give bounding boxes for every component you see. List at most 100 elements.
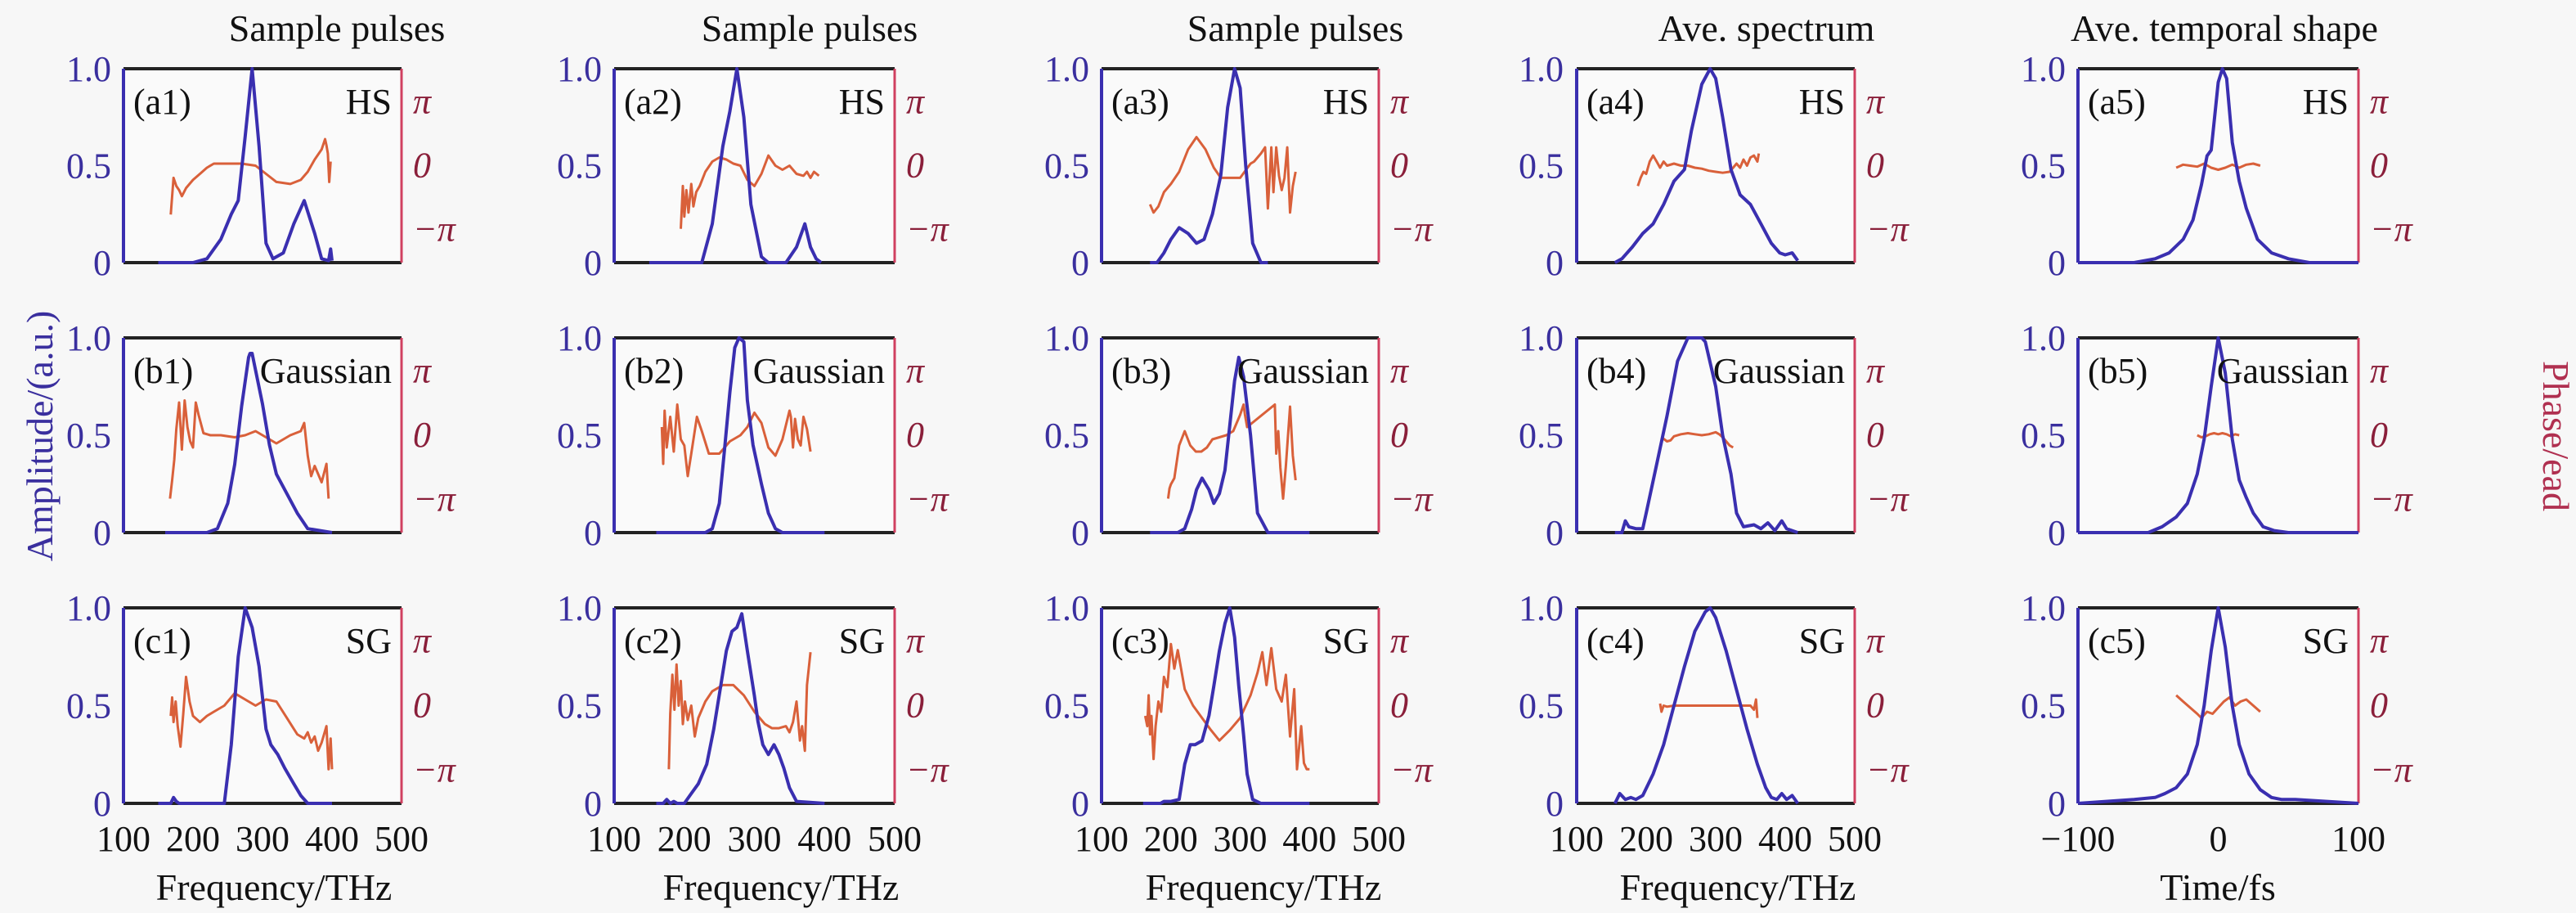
panel-label: (a1) xyxy=(133,82,191,122)
x-axis-label: Frequency/THz xyxy=(1620,866,1856,908)
amplitude-tick-label: 0 xyxy=(584,243,602,283)
amplitude-tick-label: 0 xyxy=(1546,784,1564,824)
x-tick-label: 100 xyxy=(2331,819,2385,859)
phase-tick-label: π xyxy=(906,350,926,390)
x-tick-label: 500 xyxy=(1828,819,1882,859)
phase-line xyxy=(1143,642,1310,771)
amplitude-tick-label: 0 xyxy=(2048,243,2066,283)
panel-a4: 0 0.5 1.0 −π 0 π (a4) HS xyxy=(1519,49,1910,283)
panel-c3: 0 0.5 1.0 −π 0 π (c3) SG xyxy=(1044,588,1434,824)
phase-tick-label: −π xyxy=(1390,209,1434,250)
phase-line xyxy=(168,399,330,499)
amplitude-line xyxy=(1614,336,1798,534)
panel-label: (b1) xyxy=(133,351,193,391)
column-title: Sample pulses xyxy=(702,7,918,49)
phase-line xyxy=(1166,403,1297,500)
y-axis-label-amplitude: Amplitude/(a.u.) xyxy=(19,311,61,562)
x-tick-label: 0 xyxy=(2210,819,2228,859)
phase-tick-label: π xyxy=(906,621,926,661)
phase-tick-label: −π xyxy=(1866,209,1910,250)
x-tick-label: 200 xyxy=(1144,819,1198,859)
amplitude-tick-label: 0.5 xyxy=(557,416,602,456)
phase-line xyxy=(1658,698,1759,718)
amplitude-line xyxy=(165,352,333,534)
phase-tick-label: 0 xyxy=(413,415,431,455)
plot-area xyxy=(614,338,895,533)
amplitude-tick-label: 0.5 xyxy=(66,416,111,456)
phase-tick-label: −π xyxy=(1390,479,1434,519)
phase-tick-label: 0 xyxy=(2370,415,2388,455)
amplitude-tick-label: 0.5 xyxy=(1519,416,1564,456)
x-tick-label: 300 xyxy=(728,819,782,859)
pulse-type-label: Gaussian xyxy=(260,351,392,391)
amplitude-tick-label: 1.0 xyxy=(1519,588,1564,628)
phase-line xyxy=(2175,694,2261,720)
column-title: Ave. temporal shape xyxy=(2071,7,2378,49)
panel-a5: 0 0.5 1.0 −π 0 π (a5) HS xyxy=(2021,49,2414,283)
phase-tick-label: π xyxy=(1390,350,1410,390)
x-tick-label: 400 xyxy=(1282,819,1336,859)
panel-label: (b5) xyxy=(2088,351,2147,391)
phase-tick-label: 0 xyxy=(1390,415,1408,455)
amplitude-tick-label: 1.0 xyxy=(1044,49,1089,89)
x-tick-label: 300 xyxy=(1214,819,1268,859)
phase-tick-label: π xyxy=(1390,621,1410,661)
amplitude-line xyxy=(1613,606,1799,805)
phase-tick-label: 0 xyxy=(1390,686,1408,726)
amplitude-tick-label: 0.5 xyxy=(557,686,602,726)
panel-b4: 0 0.5 1.0 −π 0 π (b4) Gaussian xyxy=(1519,318,1910,553)
phase-tick-label: −π xyxy=(2370,749,2414,789)
x-tick-label: 400 xyxy=(1758,819,1812,859)
amplitude-tick-label: 0.5 xyxy=(2021,686,2066,726)
panel-c5: 0 0.5 1.0 −π 0 π (c5) SG xyxy=(2021,588,2414,824)
phase-tick-label: π xyxy=(2370,350,2390,390)
phase-tick-label: −π xyxy=(2370,479,2414,519)
amplitude-tick-label: 0 xyxy=(1546,513,1564,553)
panel-label: (a5) xyxy=(2088,82,2146,122)
panel-a2: 0 0.5 1.0 −π 0 π (a2) HS xyxy=(557,49,950,283)
amplitude-tick-label: 0 xyxy=(584,784,602,824)
amplitude-line xyxy=(2078,336,2358,534)
x-tick-label: 100 xyxy=(587,819,641,859)
x-tick-label: 100 xyxy=(1550,819,1604,859)
amplitude-tick-label: 0 xyxy=(1071,243,1089,283)
x-tick-label: 300 xyxy=(1689,819,1743,859)
amplitude-tick-label: 0 xyxy=(2048,784,2066,824)
amplitude-tick-label: 1.0 xyxy=(1044,318,1089,358)
panel-label: (b2) xyxy=(624,351,684,391)
amplitude-line xyxy=(656,612,825,805)
amplitude-line xyxy=(158,67,334,264)
phase-tick-label: −π xyxy=(2370,209,2414,250)
x-tick-label: 300 xyxy=(236,819,289,859)
x-tick-label: 100 xyxy=(96,819,150,859)
column-title: Sample pulses xyxy=(1187,7,1403,49)
phase-tick-label: −π xyxy=(906,749,950,789)
panel-label: (a3) xyxy=(1111,82,1169,122)
panel-a1: 0 0.5 1.0 −π 0 π (a1) HS xyxy=(66,49,457,283)
amplitude-tick-label: 1.0 xyxy=(557,588,602,628)
amplitude-tick-label: 1.0 xyxy=(66,588,111,628)
amplitude-tick-label: 0.5 xyxy=(66,686,111,726)
phase-tick-label: π xyxy=(1866,621,1886,661)
phase-tick-label: 0 xyxy=(2370,146,2388,186)
panel-a3: 0 0.5 1.0 −π 0 π (a3) HS xyxy=(1044,49,1434,283)
pulse-type-label: SG xyxy=(1323,621,1369,661)
x-tick-label: −100 xyxy=(2041,819,2116,859)
panel-label: (c2) xyxy=(624,621,682,661)
phase-tick-label: π xyxy=(413,81,433,121)
phase-tick-label: π xyxy=(2370,621,2390,661)
phase-tick-label: −π xyxy=(413,209,457,250)
x-axis-label: Time/fs xyxy=(2160,866,2275,908)
amplitude-tick-label: 0.5 xyxy=(557,146,602,187)
amplitude-tick-label: 1.0 xyxy=(2021,318,2066,358)
phase-line xyxy=(680,154,820,229)
amplitude-line xyxy=(2078,67,2358,264)
panel-label: (c4) xyxy=(1586,621,1645,661)
amplitude-line xyxy=(656,336,825,534)
amplitude-tick-label: 0 xyxy=(584,513,602,553)
pulse-type-label: HS xyxy=(2303,82,2349,122)
panel-label: (b3) xyxy=(1111,351,1171,391)
amplitude-tick-label: 0 xyxy=(93,784,111,824)
amplitude-tick-label: 0 xyxy=(93,513,111,553)
amplitude-tick-label: 0 xyxy=(93,243,111,283)
